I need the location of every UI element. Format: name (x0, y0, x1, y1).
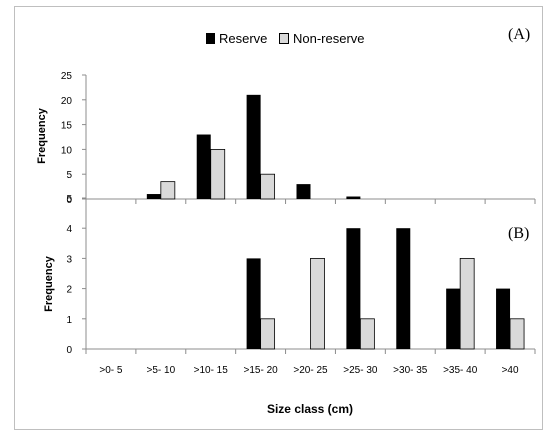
x-tick-label: >25- 30 (343, 365, 378, 376)
legend-swatch-reserve (206, 33, 215, 44)
bar-reserve-b (496, 288, 511, 349)
bar-reserve-b (346, 228, 361, 349)
x-tick-label: >15- 20 (244, 365, 279, 376)
bar-non-reserve-b (509, 318, 525, 350)
y-tick-label: 5 (66, 194, 72, 205)
bar-non-reserve-a (210, 148, 226, 200)
bar-non-reserve-a (260, 173, 276, 200)
bar-reserve-a (346, 196, 361, 199)
y-axis-title-b: Frequency (43, 255, 55, 312)
y-tick-label: 5 (66, 170, 72, 181)
bar-non-reserve-b (260, 318, 276, 350)
legend-swatch-non-reserve (279, 33, 289, 44)
y-tick-label: 10 (61, 145, 73, 156)
bar-reserve-b (396, 228, 411, 349)
y-tick-label: 15 (61, 121, 73, 132)
legend-label-non-reserve: Non-reserve (293, 31, 365, 46)
y-tick-label: 0 (66, 345, 72, 356)
x-tick-label: >5- 10 (147, 365, 176, 376)
y-axis-title-a: Frequency (36, 107, 48, 164)
x-tick-label: >0- 5 (99, 365, 123, 376)
bar-non-reserve-a (160, 181, 176, 200)
bar-reserve-b (246, 258, 261, 349)
y-tick-label: 3 (66, 254, 72, 265)
x-tick-label: >10- 15 (194, 365, 229, 376)
y-tick-label: 1 (66, 315, 72, 326)
y-tick-label: 0 (66, 195, 72, 206)
legend: Reserve Non-reserve (206, 31, 365, 46)
bar-non-reserve-b (310, 257, 325, 350)
y-tick-label: 4 (66, 224, 72, 235)
panel-label-b: (B) (508, 225, 529, 242)
bar-reserve-a (246, 94, 261, 199)
y-tick-label: 2 (66, 285, 72, 296)
chart-frame (14, 6, 543, 430)
x-tick-label: >30- 35 (393, 365, 428, 376)
y-tick-label: 20 (61, 96, 73, 107)
bar-non-reserve-b (459, 257, 475, 350)
legend-label-reserve: Reserve (219, 31, 267, 46)
bar-reserve-a (296, 184, 311, 199)
x-tick-label: >20- 25 (293, 365, 328, 376)
bar-reserve-b (446, 288, 461, 349)
bar-reserve-a (146, 194, 161, 199)
x-tick-label: >35- 40 (443, 365, 478, 376)
x-tick-label: >40 (502, 365, 519, 376)
y-tick-label: 25 (61, 71, 73, 82)
bar-non-reserve-b (359, 318, 375, 350)
bar-reserve-a (196, 134, 211, 199)
panel-b-plot: 0 1 2 3 4 5 >0- 5 >5- 10 >10- 15 >15- 20 >20- 25 >2… (66, 194, 536, 376)
panel-label-a: (A) (508, 26, 530, 43)
x-axis-title: Size class (cm) (267, 402, 353, 416)
